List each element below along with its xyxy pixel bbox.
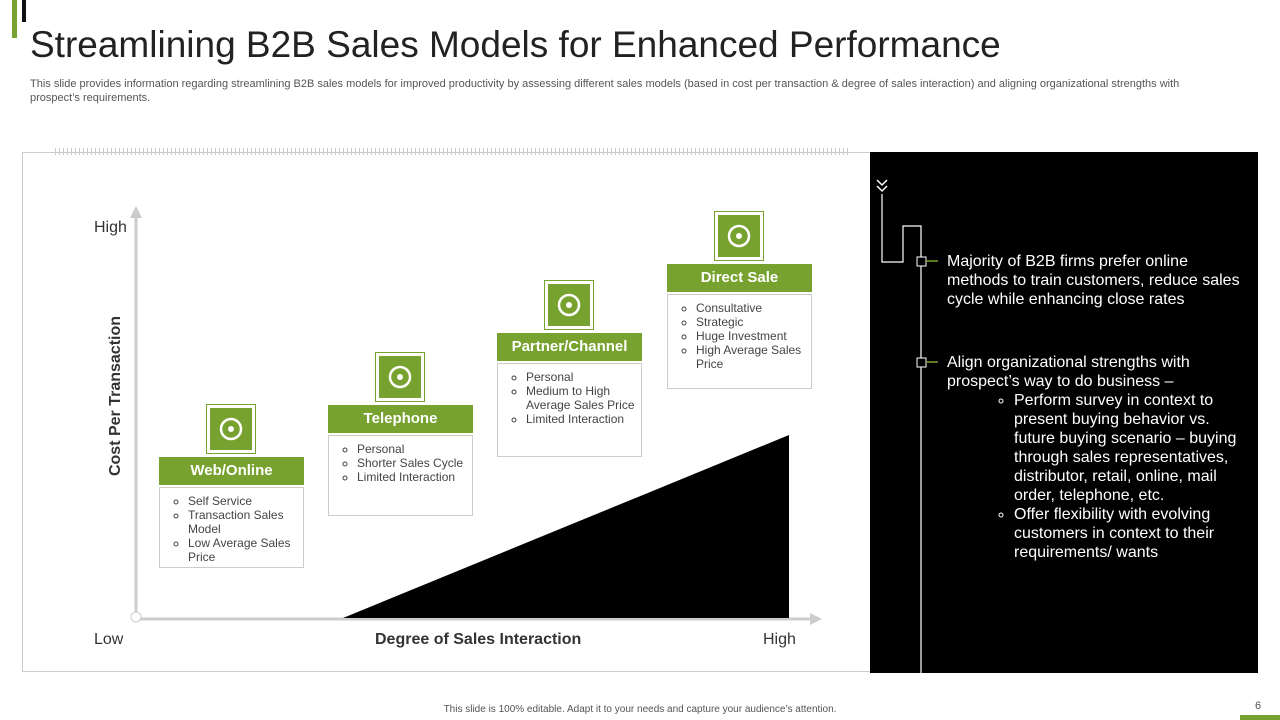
- insight-subpoint: Offer flexibility with evolving customer…: [1014, 505, 1247, 562]
- model-box: ConsultativeStrategicHuge InvestmentHigh…: [667, 294, 812, 389]
- growth-triangle: [343, 435, 789, 618]
- page-number: 6: [1255, 700, 1262, 712]
- model-point: Huge Investment: [696, 329, 805, 343]
- insight-text: Majority of B2B firms prefer online meth…: [947, 253, 1240, 308]
- model-icon: [375, 352, 425, 402]
- model-point: Personal: [357, 442, 466, 456]
- point-list: Self ServiceTransaction Sales ModelLow A…: [160, 494, 297, 564]
- model-box: PersonalShorter Sales CycleLimited Inter…: [328, 435, 473, 516]
- insight: Majority of B2B firms prefer online meth…: [947, 252, 1247, 309]
- title: Streamlining B2B Sales Models for Enhanc…: [30, 24, 1001, 65]
- hatch: [55, 148, 850, 155]
- model-point: Shorter Sales Cycle: [357, 456, 466, 470]
- x-label: Degree of Sales Interaction: [375, 631, 582, 648]
- model-icon: [206, 404, 256, 454]
- insight-panel: [870, 152, 1258, 673]
- model-point: Low Average Sales Price: [188, 536, 297, 564]
- y-arrow: [130, 206, 142, 218]
- model-icon: [714, 211, 764, 261]
- model-point: High Average Sales Price: [696, 343, 805, 371]
- model-point: Transaction Sales Model: [188, 508, 297, 536]
- model-name: Telephone: [328, 405, 473, 433]
- model-point: Self Service: [188, 494, 297, 508]
- model-point: Medium to High Average Sales Price: [526, 384, 635, 412]
- description: This slide provides information regardin…: [30, 78, 1180, 104]
- x-low: Low: [94, 631, 124, 648]
- model-point: Personal: [526, 370, 635, 384]
- model-point: Limited Interaction: [526, 412, 635, 426]
- x-arrow: [810, 613, 822, 625]
- insight-text: Align organizational strengths with pros…: [947, 354, 1190, 390]
- point-list: PersonalShorter Sales CycleLimited Inter…: [329, 442, 466, 484]
- insight: Align organizational strengths with pros…: [947, 353, 1247, 562]
- y-high: High: [94, 219, 127, 236]
- model-name: Direct Sale: [667, 264, 812, 292]
- insight-subpoint: Perform survey in context to present buy…: [1014, 391, 1247, 505]
- model-icon: [544, 280, 594, 330]
- accent-bar: [12, 0, 17, 38]
- footer: This slide is 100% editable. Adapt it to…: [443, 704, 837, 715]
- model-point: Limited Interaction: [357, 470, 466, 484]
- accent-bar: [1240, 715, 1280, 720]
- point-list: ConsultativeStrategicHuge InvestmentHigh…: [668, 301, 805, 371]
- origin: [130, 611, 142, 623]
- model-point: Strategic: [696, 315, 805, 329]
- accent-bar: [22, 0, 26, 22]
- model-box: PersonalMedium to High Average Sales Pri…: [497, 363, 642, 457]
- model-box: Self ServiceTransaction Sales ModelLow A…: [159, 487, 304, 568]
- model-name: Web/Online: [159, 457, 304, 485]
- model-point: Consultative: [696, 301, 805, 315]
- point-list: PersonalMedium to High Average Sales Pri…: [498, 370, 635, 426]
- x-high: High: [763, 631, 796, 648]
- model-name: Partner/Channel: [497, 333, 642, 361]
- subpoint-list: Perform survey in context to present buy…: [947, 391, 1247, 562]
